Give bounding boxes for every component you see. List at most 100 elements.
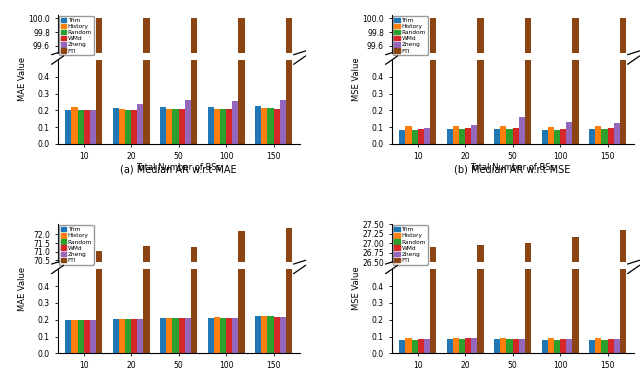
Bar [96,0,102,353]
Bar [90,320,96,353]
Bar [554,130,560,144]
Bar [560,129,566,144]
Bar [465,338,471,353]
Bar [399,130,405,144]
Bar [179,109,185,144]
Bar [84,320,90,353]
Bar [220,318,226,353]
Bar [548,338,554,353]
Bar [226,109,232,144]
X-axis label: Total Number of BSs: Total Number of BSs [136,163,221,172]
Bar [477,18,484,368]
Bar [77,320,84,353]
Bar [286,0,292,144]
Bar [477,0,484,353]
Bar [465,128,471,144]
Bar [525,0,531,353]
Bar [96,18,102,368]
Bar [90,110,96,144]
Bar [541,130,548,144]
Bar [430,0,436,144]
Bar [191,0,197,353]
Text: MAE Value: MAE Value [18,266,27,311]
Bar [143,0,150,144]
Bar [160,318,166,353]
Bar [602,129,607,144]
Bar [477,0,484,144]
Bar [506,339,513,353]
Bar [185,100,191,144]
Bar [172,318,179,353]
Bar [405,125,412,144]
Bar [412,130,418,144]
Bar [96,0,102,144]
Bar [607,339,614,353]
Bar [273,317,280,353]
Bar [255,316,261,353]
Bar [286,0,292,353]
Bar [471,125,477,144]
Bar [138,319,143,353]
Bar [418,129,424,144]
Bar [239,18,244,368]
Bar [620,230,626,368]
Bar [589,129,595,144]
Bar [548,127,554,144]
Bar [239,0,244,353]
Bar [160,107,166,144]
Bar [595,338,602,353]
Bar [232,318,239,353]
Bar [418,339,424,353]
Bar [226,318,232,353]
Bar [430,247,436,368]
Bar [261,108,268,144]
Bar [513,128,519,144]
Bar [399,340,405,353]
Bar [614,123,620,144]
Bar [125,319,131,353]
Bar [166,318,172,353]
Bar [519,117,525,144]
Bar [268,108,273,144]
Bar [412,340,418,353]
Legend: Trim, History, Random, WMd, Zheng, FTI: Trim, History, Random, WMd, Zheng, FTI [59,225,93,265]
Bar [239,0,244,144]
Bar [572,0,579,144]
Bar [261,316,268,353]
Bar [447,339,452,353]
Bar [541,340,548,353]
Text: MSE Value: MSE Value [352,57,361,101]
Text: MAE Value: MAE Value [18,57,27,102]
Bar [405,338,412,353]
Bar [166,109,172,144]
Bar [459,129,465,144]
Bar [566,339,572,353]
Text: MSE Value: MSE Value [352,267,361,311]
Bar [207,318,214,353]
Bar [424,339,430,353]
X-axis label: Total Number of BSs: Total Number of BSs [470,163,555,172]
Bar [602,340,607,353]
Bar [77,110,84,144]
Bar [214,109,220,144]
Bar [500,125,506,144]
Bar [286,18,292,368]
Bar [273,109,280,144]
Bar [589,340,595,353]
Bar [172,109,179,144]
Bar [191,247,197,368]
Bar [84,110,90,144]
Bar [506,129,513,144]
Bar [239,231,244,368]
Bar [494,129,500,144]
Bar [459,339,465,353]
Bar [280,317,286,353]
Bar [280,99,286,144]
Text: (a) Median AR w.r.t MAE: (a) Median AR w.r.t MAE [120,164,237,174]
Bar [572,18,579,368]
Legend: Trim, History, Random, WMd, Zheng, FTI: Trim, History, Random, WMd, Zheng, FTI [59,16,93,55]
Bar [113,319,119,353]
Text: (b) Median AR w.r.t MSE: (b) Median AR w.r.t MSE [454,164,571,174]
Bar [620,0,626,353]
Bar [220,109,226,144]
